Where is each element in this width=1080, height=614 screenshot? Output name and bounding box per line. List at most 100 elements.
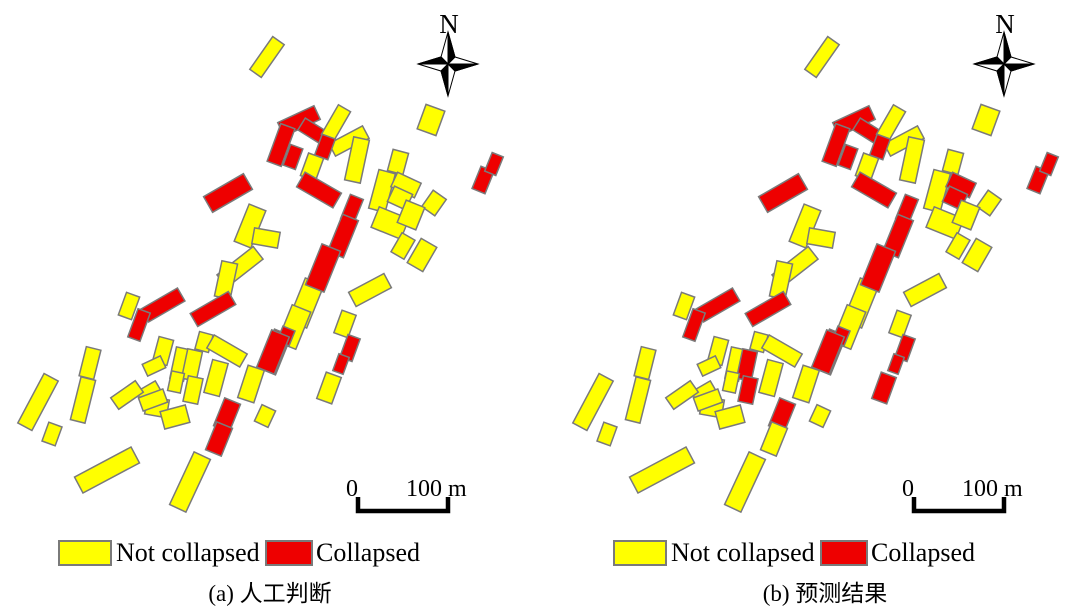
building-not-collapsed <box>944 231 972 261</box>
north-arrow-icon: N <box>416 9 480 98</box>
building-not-collapsed <box>759 420 789 458</box>
legend: Not collapsed Collapsed <box>0 538 540 568</box>
building-not-collapsed <box>803 35 841 79</box>
building-not-collapsed <box>791 364 821 404</box>
building-not-collapsed <box>347 272 393 308</box>
building-not-collapsed <box>370 205 410 241</box>
building-collapsed <box>282 143 304 171</box>
building-not-collapsed <box>692 388 724 412</box>
building-not-collapsed <box>633 345 657 381</box>
building-not-collapsed <box>16 372 60 432</box>
building-not-collapsed <box>168 450 212 514</box>
building-not-collapsed <box>808 403 832 429</box>
building-not-collapsed <box>315 371 343 405</box>
buildings-layer <box>16 35 505 514</box>
building-collapsed <box>304 242 342 294</box>
building-not-collapsed <box>69 375 97 425</box>
building-collapsed <box>810 328 846 376</box>
building-not-collapsed <box>137 388 169 412</box>
building-collapsed <box>850 171 898 209</box>
building-not-collapsed <box>389 231 417 261</box>
scale-end-label: 100 m <box>962 476 1023 502</box>
building-not-collapsed <box>721 369 741 395</box>
building-not-collapsed <box>109 379 145 411</box>
building-not-collapsed <box>343 135 371 185</box>
legend: Not collapsed Collapsed <box>555 538 1080 568</box>
building-not-collapsed <box>596 421 618 447</box>
building-collapsed <box>870 371 898 405</box>
building-not-collapsed <box>805 226 837 250</box>
legend-swatch-not-collapsed <box>613 540 667 566</box>
building-not-collapsed <box>236 364 266 404</box>
building-collapsed <box>737 374 759 406</box>
building-not-collapsed <box>248 35 286 79</box>
building-not-collapsed <box>898 135 926 185</box>
scale-start-label: 0 <box>902 476 914 502</box>
building-not-collapsed <box>182 374 204 406</box>
building-collapsed <box>1038 151 1060 177</box>
building-not-collapsed <box>396 199 426 231</box>
building-not-collapsed <box>253 403 277 429</box>
building-not-collapsed <box>664 379 700 411</box>
building-not-collapsed <box>975 189 1003 217</box>
map-prediction-result: N 0 100 m <box>571 9 1060 514</box>
caption-panel-a: (a) 人工判断 <box>208 581 332 606</box>
building-not-collapsed <box>205 333 249 369</box>
building-not-collapsed <box>406 237 438 273</box>
scale-end-label: 100 m <box>406 476 467 502</box>
building-collapsed <box>255 328 291 376</box>
north-arrow-icon: N <box>972 9 1036 98</box>
building-collapsed <box>483 151 505 177</box>
building-not-collapsed <box>902 272 948 308</box>
legend-label-collapsed: Collapsed <box>316 538 420 567</box>
building-collapsed <box>681 307 707 343</box>
building-collapsed <box>757 172 809 214</box>
building-not-collapsed <box>723 450 767 514</box>
scale-start-label: 0 <box>346 476 358 502</box>
caption-panel-b: (b) 预测结果 <box>762 581 888 606</box>
building-not-collapsed <box>78 345 102 381</box>
building-not-collapsed <box>624 375 652 425</box>
building-collapsed <box>744 290 792 328</box>
map-manual-judgment: N 0 100 m <box>16 9 505 514</box>
building-not-collapsed <box>73 446 141 494</box>
legend-label-not-collapsed: Not collapsed <box>116 538 260 567</box>
legend-swatch-not-collapsed <box>58 540 112 566</box>
building-not-collapsed <box>332 309 358 339</box>
building-not-collapsed <box>951 199 981 231</box>
legend-label-not-collapsed: Not collapsed <box>671 538 815 567</box>
building-not-collapsed <box>202 358 230 398</box>
building-not-collapsed <box>367 168 397 214</box>
building-not-collapsed <box>696 354 722 378</box>
building-not-collapsed <box>420 189 448 217</box>
building-not-collapsed <box>922 168 952 214</box>
building-not-collapsed <box>159 404 191 430</box>
building-not-collapsed <box>971 103 1001 137</box>
north-label: N <box>439 9 459 39</box>
panel-prediction-result: N 0 100 m Not collapsed <box>555 0 1080 614</box>
building-not-collapsed <box>416 103 446 137</box>
building-not-collapsed <box>887 309 913 339</box>
building-not-collapsed <box>166 369 186 395</box>
building-collapsed <box>204 420 234 458</box>
building-not-collapsed <box>250 226 282 250</box>
building-collapsed <box>189 290 237 328</box>
buildings-layer <box>571 35 1060 514</box>
legend-swatch-collapsed <box>820 540 868 566</box>
panel-manual-judgment: N 0 100 m Not collapsed <box>0 9 540 606</box>
building-not-collapsed <box>672 291 696 321</box>
building-collapsed <box>821 122 851 168</box>
legend-label-collapsed: Collapsed <box>871 538 975 567</box>
building-not-collapsed <box>386 148 410 176</box>
building-collapsed <box>266 122 296 168</box>
building-not-collapsed <box>714 404 746 430</box>
building-collapsed <box>837 143 859 171</box>
building-not-collapsed <box>628 446 696 494</box>
building-not-collapsed <box>757 358 785 398</box>
legend-swatch-collapsed <box>265 540 313 566</box>
building-not-collapsed <box>117 291 141 321</box>
building-not-collapsed <box>41 421 63 447</box>
building-collapsed <box>295 171 343 209</box>
building-not-collapsed <box>760 333 804 369</box>
